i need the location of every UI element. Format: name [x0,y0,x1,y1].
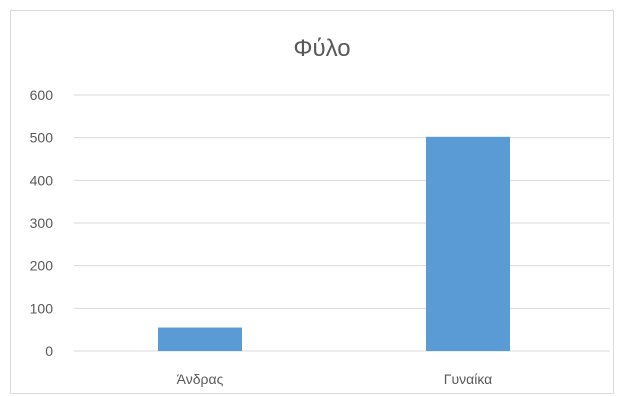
y-tick-label: 200 [30,258,54,274]
y-tick-label: 0 [45,343,53,359]
y-tick-label: 300 [30,215,54,231]
y-tick-label: 400 [30,172,54,188]
y-tick-label: 600 [30,87,54,103]
bar [158,327,242,351]
bars [158,136,510,351]
y-tick-label: 100 [30,300,54,316]
chart-area [10,10,614,394]
bar [426,136,510,351]
x-axis-ticks: Άνδρας Γυναίκα [177,371,493,387]
chart-title: Φύλο [293,35,350,62]
y-tick-label: 500 [30,130,54,146]
x-tick-label: Γυναίκα [444,371,493,387]
x-tick-label: Άνδρας [177,371,224,387]
y-axis-ticks: 0 100 200 300 400 500 600 [30,87,54,359]
gridlines [74,94,610,352]
